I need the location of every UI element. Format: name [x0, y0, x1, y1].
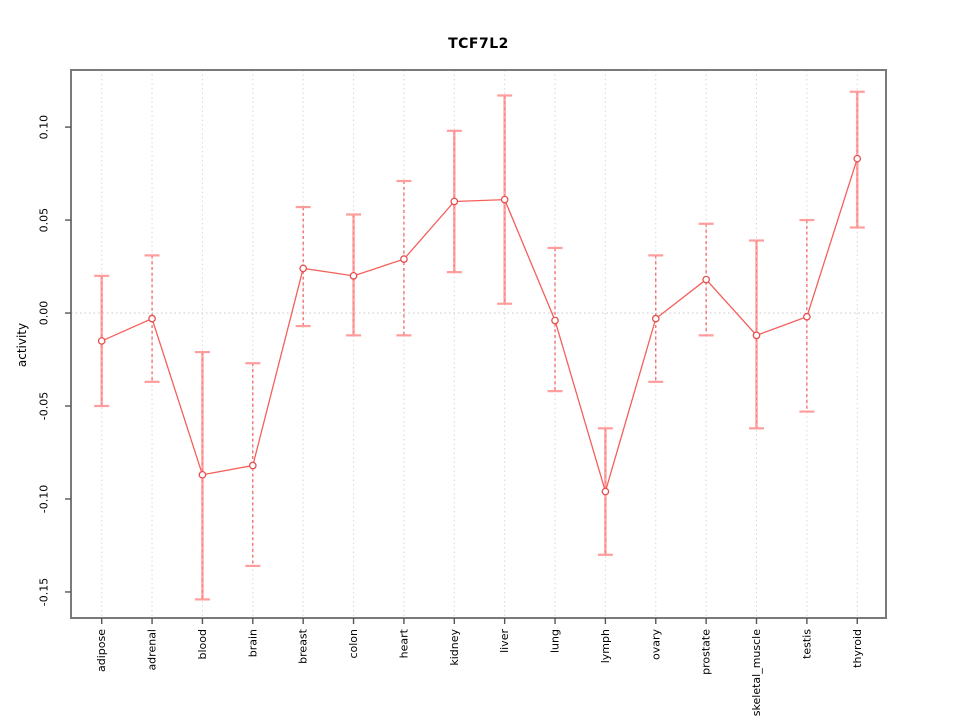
- data-point-adrenal: [148, 314, 156, 323]
- y-tick-label: 0.05: [38, 208, 51, 233]
- y-tick-label: 0.10: [38, 115, 51, 140]
- x-tick-label: breast: [297, 628, 310, 664]
- data-point-liver: [500, 195, 509, 204]
- data-point-breast: [299, 264, 308, 273]
- data-point-lymph: [601, 487, 610, 496]
- data-point-prostate: [702, 275, 710, 284]
- data-point-testis: [803, 312, 811, 321]
- data-point-blood: [198, 470, 207, 479]
- x-tick-label: ovary: [649, 629, 662, 661]
- x-tick-label: kidney: [448, 629, 461, 666]
- data-point-colon: [349, 271, 358, 280]
- data-point-skeletal_muscle: [752, 331, 761, 340]
- y-tick-label: -0.15: [38, 578, 51, 606]
- x-tick-label: lung: [549, 629, 562, 653]
- data-point-lung: [551, 316, 559, 325]
- x-tick-label: blood: [196, 629, 209, 659]
- x-tick-label: liver: [498, 629, 511, 653]
- x-tick-label: testis: [800, 629, 813, 659]
- x-tick-label: adipose: [95, 629, 108, 672]
- y-tick-label: -0.10: [38, 485, 51, 513]
- x-tick-label: brain: [246, 629, 259, 657]
- data-point-kidney: [450, 197, 459, 206]
- data-point-thyroid: [853, 154, 862, 163]
- x-tick-label: prostate: [700, 629, 713, 675]
- x-tick-label: heart: [397, 628, 410, 658]
- plot-border: [70, 69, 887, 619]
- data-point-heart: [400, 255, 408, 263]
- data-point-brain: [248, 461, 257, 470]
- x-tick-label: lymph: [599, 629, 612, 663]
- x-tick-label: skeletal_muscle: [750, 629, 763, 716]
- data-point-ovary: [651, 314, 660, 323]
- x-tick-label: adrenal: [146, 629, 159, 671]
- y-tick-label: 0.00: [38, 301, 51, 326]
- series-line: [101, 158, 858, 494]
- x-tick-label: thyroid: [851, 629, 864, 668]
- data-point-adipose: [97, 337, 106, 345]
- x-tick-label: colon: [347, 629, 360, 659]
- y-tick-label: -0.05: [38, 392, 51, 420]
- chart-title: TCF7L2: [448, 36, 509, 52]
